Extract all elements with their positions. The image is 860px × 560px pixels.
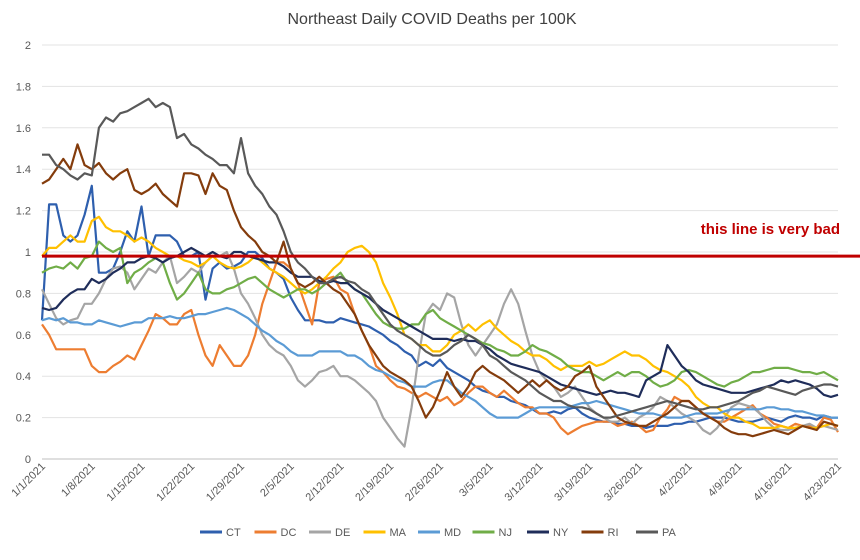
series-line-ri	[41, 143, 839, 438]
series-lines	[40, 97, 839, 448]
y-tick-label: 0.8	[16, 288, 31, 300]
y-tick-label: 2	[25, 40, 31, 52]
y-tick-label: 0.2	[16, 413, 31, 425]
x-tick-label: 2/5/2021	[258, 461, 297, 500]
x-tick-label: 4/9/2021	[706, 461, 745, 500]
gridlines	[42, 44, 838, 460]
x-tick-label: 1/15/2021	[105, 461, 148, 504]
series-line-pa	[42, 97, 839, 419]
y-tick-label: 0	[25, 454, 31, 466]
legend-label: NJ	[499, 527, 512, 539]
x-tick-label: 2/12/2021	[304, 461, 347, 504]
x-tick-label: 1/22/2021	[154, 461, 197, 504]
x-axis-ticks: 1/1/2021 1/8/2021 1/15/2021 1/22/2021 1/29/2…	[9, 461, 844, 504]
reference-line-label: this line is very bad	[701, 221, 840, 238]
y-tick-label: 1	[25, 247, 31, 259]
y-axis-ticks: 0 0.2 0.4 0.6 0.8 1 1.2 1.4 1.6 1.8 2	[16, 40, 31, 466]
series-line-ct	[40, 184, 838, 429]
series-line-ma	[41, 215, 839, 429]
x-tick-label: 2/26/2021	[403, 461, 446, 504]
x-tick-label: 3/12/2021	[503, 461, 546, 504]
x-tick-label: 4/23/2021	[801, 461, 844, 504]
y-tick-label: 0.6	[16, 330, 31, 342]
x-tick-label: 1/8/2021	[59, 461, 98, 500]
chart-title: Northeast Daily COVID Deaths per 100K	[287, 11, 576, 28]
y-tick-label: 1.4	[16, 164, 31, 176]
legend-label: MD	[444, 527, 461, 539]
x-tick-label: 4/2/2021	[656, 461, 695, 500]
x-tick-label: 3/26/2021	[602, 461, 645, 504]
x-tick-label: 3/19/2021	[552, 461, 595, 504]
legend-label: NY	[553, 527, 569, 539]
legend-label: RI	[608, 527, 619, 539]
y-tick-label: 1.6	[16, 123, 31, 135]
series-line-nj	[41, 240, 839, 388]
x-tick-label: 1/29/2021	[204, 461, 247, 504]
x-tick-label: 2/19/2021	[353, 461, 396, 504]
series-line-de	[41, 250, 839, 448]
y-tick-label: 1.2	[16, 206, 31, 218]
legend-label: MA	[390, 527, 407, 539]
legend-label: DE	[335, 527, 350, 539]
legend-label: CT	[226, 527, 241, 539]
series-line-ny	[41, 246, 839, 398]
series-line-md	[41, 306, 838, 419]
x-tick-label: 1/1/2021	[9, 461, 48, 500]
legend-label: DC	[281, 527, 297, 539]
legend-label: PA	[662, 527, 677, 539]
x-tick-label: 3/5/2021	[457, 461, 496, 500]
reference-line-group: this line is very bad	[42, 221, 860, 258]
y-tick-label: 0.4	[16, 371, 31, 383]
legend: CT DC DE MA MD NJ NY RI PA	[200, 527, 677, 539]
x-tick-label: 4/16/2021	[751, 461, 794, 504]
y-tick-label: 1.8	[16, 81, 31, 93]
